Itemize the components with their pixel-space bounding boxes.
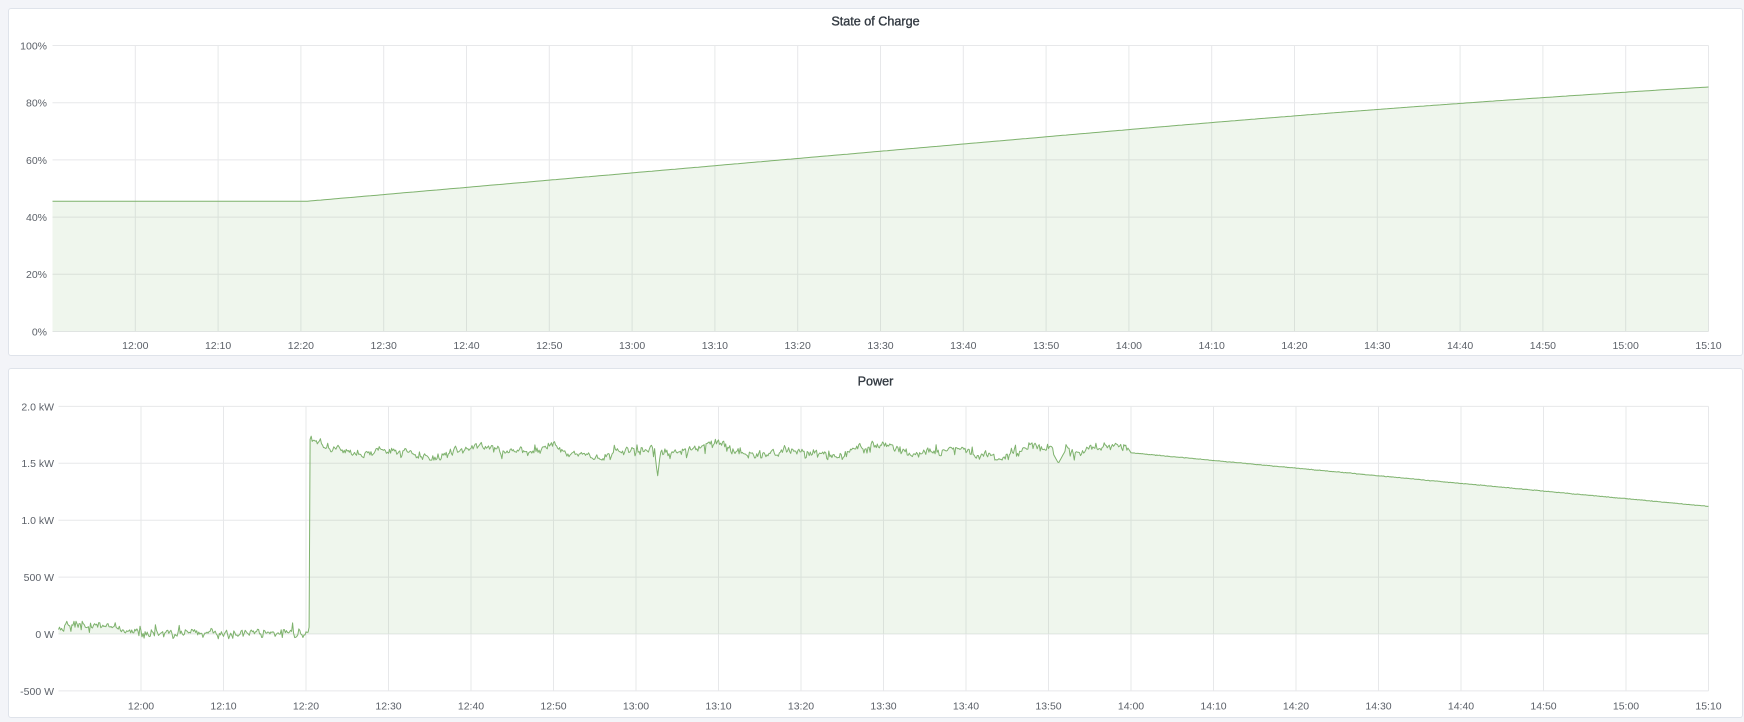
svg-text:State of Charge: State of Charge [831, 15, 919, 29]
svg-text:40%: 40% [26, 212, 47, 224]
svg-text:1.0 kW: 1.0 kW [21, 515, 54, 527]
svg-text:12:20: 12:20 [288, 340, 314, 352]
svg-text:-500 W: -500 W [20, 686, 54, 698]
svg-text:15:00: 15:00 [1613, 700, 1639, 712]
svg-text:15:10: 15:10 [1695, 340, 1721, 352]
svg-text:14:40: 14:40 [1447, 340, 1473, 352]
svg-text:13:10: 13:10 [705, 700, 731, 712]
svg-text:14:20: 14:20 [1283, 700, 1309, 712]
svg-text:14:00: 14:00 [1118, 700, 1144, 712]
svg-text:100%: 100% [20, 40, 47, 52]
svg-text:12:40: 12:40 [453, 340, 479, 352]
svg-text:14:00: 14:00 [1116, 340, 1142, 352]
svg-text:13:40: 13:40 [953, 700, 979, 712]
svg-text:Power: Power [858, 375, 894, 389]
svg-text:500 W: 500 W [24, 572, 54, 584]
svg-text:13:50: 13:50 [1033, 340, 1059, 352]
svg-text:12:50: 12:50 [536, 340, 562, 352]
svg-text:14:30: 14:30 [1365, 700, 1391, 712]
svg-text:60%: 60% [26, 155, 47, 167]
svg-text:2.0 kW: 2.0 kW [21, 401, 54, 413]
svg-text:12:10: 12:10 [210, 700, 236, 712]
svg-text:13:10: 13:10 [702, 340, 728, 352]
svg-text:14:20: 14:20 [1281, 340, 1307, 352]
svg-text:0 W: 0 W [35, 629, 54, 641]
svg-text:13:20: 13:20 [788, 700, 814, 712]
svg-text:12:30: 12:30 [371, 340, 397, 352]
svg-text:13:50: 13:50 [1035, 700, 1061, 712]
svg-text:20%: 20% [26, 269, 47, 281]
svg-text:15:10: 15:10 [1695, 700, 1721, 712]
svg-text:12:20: 12:20 [293, 700, 319, 712]
svg-text:0%: 0% [32, 326, 47, 338]
svg-text:12:40: 12:40 [458, 700, 484, 712]
svg-text:13:30: 13:30 [870, 700, 896, 712]
svg-text:12:10: 12:10 [205, 340, 231, 352]
svg-text:14:50: 14:50 [1530, 700, 1556, 712]
svg-text:12:00: 12:00 [122, 340, 148, 352]
svg-text:14:10: 14:10 [1199, 340, 1225, 352]
svg-text:80%: 80% [26, 98, 47, 110]
svg-text:14:10: 14:10 [1200, 700, 1226, 712]
svg-text:1.5 kW: 1.5 kW [21, 458, 54, 470]
svg-text:14:40: 14:40 [1448, 700, 1474, 712]
svg-text:12:50: 12:50 [540, 700, 566, 712]
svg-text:12:00: 12:00 [128, 700, 154, 712]
svg-text:15:00: 15:00 [1613, 340, 1639, 352]
svg-text:13:40: 13:40 [950, 340, 976, 352]
svg-text:13:00: 13:00 [619, 340, 645, 352]
svg-text:13:20: 13:20 [785, 340, 811, 352]
svg-text:13:00: 13:00 [623, 700, 649, 712]
svg-text:13:30: 13:30 [867, 340, 893, 352]
svg-text:14:30: 14:30 [1364, 340, 1390, 352]
svg-text:14:50: 14:50 [1530, 340, 1556, 352]
svg-text:12:30: 12:30 [375, 700, 401, 712]
